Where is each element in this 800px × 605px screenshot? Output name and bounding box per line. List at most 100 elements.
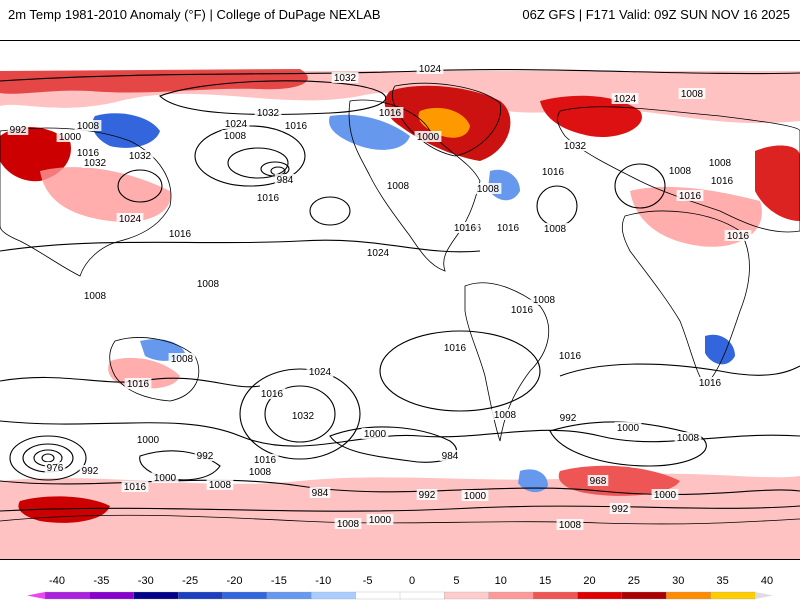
isobar-label: 1008 (677, 433, 700, 444)
isobar-line (139, 450, 221, 481)
isobar-label-background (491, 409, 519, 420)
siberia-cold-region (92, 113, 160, 148)
arctic-strong-warm-region (0, 69, 308, 94)
isobar-label: 1016 (169, 229, 192, 240)
isobar-label: 1008 (249, 467, 272, 478)
colorbar-swatch (311, 591, 357, 600)
isobar-label-background (530, 294, 558, 305)
colorbar-tick-label: 40 (761, 575, 773, 587)
isobar-label: 1008 (77, 121, 100, 132)
map-title: 2m Temp 1981-2010 Anomaly (°F) | College… (8, 7, 381, 22)
isobar-label-background (556, 519, 584, 530)
isobar-label-background (334, 518, 362, 529)
isobar-label-background (376, 107, 404, 118)
isobar-label-background (609, 503, 631, 514)
isobar-label-background (541, 223, 569, 234)
colorbar-swatch (399, 591, 446, 600)
west-siberia-warm-region (0, 126, 71, 182)
colorbar-tick-label: 10 (495, 575, 507, 587)
isobar-line (559, 363, 800, 377)
isobar-label-background (561, 140, 589, 151)
isobar-label: 1016 (127, 379, 150, 390)
colorbar-swatch (621, 591, 667, 600)
isobar-label-background (364, 247, 392, 258)
isobar-label-background (251, 454, 279, 465)
isobar-label: 1008 (84, 291, 107, 302)
isobar-label-background (254, 107, 282, 118)
isobar-label-background (56, 131, 84, 142)
isobar-label-background (126, 150, 154, 161)
colorbar-swatch (133, 591, 179, 600)
colorbar-tick-label: 20 (583, 575, 595, 587)
isobar-label: 1016 (77, 148, 100, 159)
isobar-line (159, 80, 387, 115)
colorbar-legend: -40 -35 -30 -25 -20 -15 -10 -5 0 5 10 15 20 25 30 35 40 (0, 568, 800, 600)
isobar-label-background (74, 120, 102, 131)
antarctica-outline (0, 514, 800, 525)
isobar-label-background (79, 465, 101, 476)
isobar-label-background (366, 514, 394, 525)
isobar-label: 1032 (129, 151, 152, 162)
isobar-label-background (166, 228, 194, 239)
isobar-label-background (441, 342, 469, 353)
isobar-label: 1008 (494, 410, 517, 421)
isobar-label: 992 (82, 466, 99, 477)
isobar-label-background (557, 412, 579, 423)
isobar-label-background (676, 190, 704, 201)
colorbar-tick-label: 15 (539, 575, 551, 587)
isobar-label: 1008 (669, 166, 692, 177)
high-pressure-center (264, 385, 336, 443)
isobar-label: 1016 (254, 455, 277, 466)
colorbar-tick-label: -15 (271, 575, 287, 587)
colorbar-tick-label: -25 (182, 575, 198, 587)
isobar-label: 1016 (261, 389, 284, 400)
isobar-label-background (246, 466, 274, 477)
isobar-label: 1024 (309, 367, 332, 378)
colorbar-swatch (710, 591, 756, 600)
isobar-label: 1016 (257, 193, 280, 204)
model-run-info: 06Z GFS | F171 Valid: 09Z SUN NOV 16 202… (522, 7, 790, 22)
isobar-label-background (282, 120, 310, 131)
isobar-label-background (706, 157, 734, 168)
isobar-label: 1016 (124, 482, 147, 493)
isobar-label: 1008 (559, 520, 582, 531)
isobar-label: 984 (442, 451, 459, 462)
low-pressure-center (9, 435, 87, 481)
header: 2m Temp 1981-2010 Anomaly (°F) | College… (0, 0, 800, 30)
isobar-label: 1024 (614, 94, 637, 105)
colorbar-tick-label: -10 (315, 575, 331, 587)
isobar-label: 1032 (257, 108, 280, 119)
temperature-anomaly-shading (0, 69, 800, 559)
isobar-label-background (678, 88, 706, 99)
isobar-label-background (724, 230, 752, 241)
colorbar-swatch (577, 591, 623, 600)
high-pressure-center (536, 185, 578, 227)
isobar-label: 1008 (197, 279, 220, 290)
map-panel: 1024 1032 1024 1008 992 1008 1000 1016 1032 1032 1… (0, 40, 800, 560)
isobar-label-background (474, 183, 502, 194)
isobar-label: 1016 (559, 351, 582, 362)
isobar-label: 1024 (225, 119, 248, 130)
isobar-label: 1008 (709, 158, 732, 169)
colorbar-swatch (177, 591, 224, 600)
isobar-label: 1000 (59, 132, 82, 143)
isobar-label-background (124, 378, 152, 389)
low-pressure-center (41, 453, 55, 463)
high-pressure-center (614, 163, 666, 209)
colorbar-tick-label: -5 (363, 575, 373, 587)
antarctic-strong-warm-west (18, 496, 110, 523)
colorbar-tick-label: 35 (717, 575, 729, 587)
isobar-label: 992 (560, 413, 577, 424)
isobar-label: 1008 (533, 295, 556, 306)
isobar-line (0, 239, 481, 253)
isobar-label: 1016 (511, 305, 534, 316)
isobar-label-background (44, 462, 66, 473)
isobar-line (0, 505, 800, 512)
isobar-label: 1032 (292, 411, 315, 422)
high-pressure-center (239, 368, 361, 460)
colorbar-tick-label: -20 (227, 575, 243, 587)
isobar-label-background (121, 481, 149, 492)
isobar-label: 1008 (544, 224, 567, 235)
isobar-label-background (439, 450, 461, 461)
